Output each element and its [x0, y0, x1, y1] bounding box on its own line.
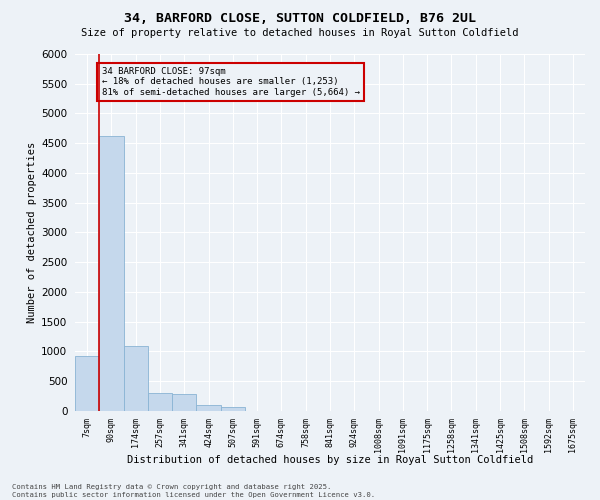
Text: 34, BARFORD CLOSE, SUTTON COLDFIELD, B76 2UL: 34, BARFORD CLOSE, SUTTON COLDFIELD, B76… — [124, 12, 476, 26]
Bar — [172, 394, 196, 411]
Bar — [75, 356, 100, 411]
Bar — [100, 136, 124, 411]
X-axis label: Distribution of detached houses by size in Royal Sutton Coldfield: Distribution of detached houses by size … — [127, 455, 533, 465]
Bar — [196, 405, 221, 411]
Bar — [124, 346, 148, 411]
Text: 34 BARFORD CLOSE: 97sqm
← 18% of detached houses are smaller (1,253)
81% of semi: 34 BARFORD CLOSE: 97sqm ← 18% of detache… — [102, 67, 360, 97]
Bar — [148, 393, 172, 411]
Text: Size of property relative to detached houses in Royal Sutton Coldfield: Size of property relative to detached ho… — [81, 28, 519, 38]
Bar — [221, 406, 245, 411]
Y-axis label: Number of detached properties: Number of detached properties — [27, 142, 37, 323]
Text: Contains HM Land Registry data © Crown copyright and database right 2025.
Contai: Contains HM Land Registry data © Crown c… — [12, 484, 375, 498]
